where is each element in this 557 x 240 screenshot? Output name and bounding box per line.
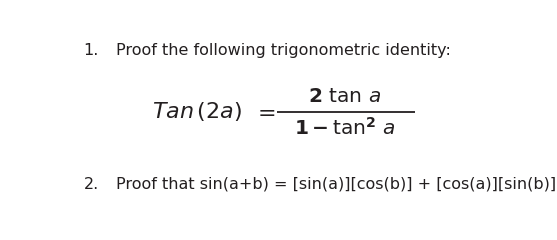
Text: Proof the following trigonometric identity:: Proof the following trigonometric identi… [116,43,451,58]
Text: 2.: 2. [84,177,99,192]
Text: Proof that sin(a+b) = [sin(a)][cos(b)] + [cos(a)][sin(b)]: Proof that sin(a+b) = [sin(a)][cos(b)] +… [116,177,556,192]
Text: $=$: $=$ [253,102,276,122]
Text: $\mathbf{\mathit{Tan}}\,(2a)$: $\mathbf{\mathit{Tan}}\,(2a)$ [152,101,242,123]
Text: $\mathbf{2\ \mathrm{tan}\ \mathit{a}}$: $\mathbf{2\ \mathrm{tan}\ \mathit{a}}$ [308,87,382,106]
Text: $\mathbf{1 - \mathrm{tan}^{2}\ \mathit{a}}$: $\mathbf{1 - \mathrm{tan}^{2}\ \mathit{a… [294,116,395,138]
Text: 1.: 1. [84,43,99,58]
